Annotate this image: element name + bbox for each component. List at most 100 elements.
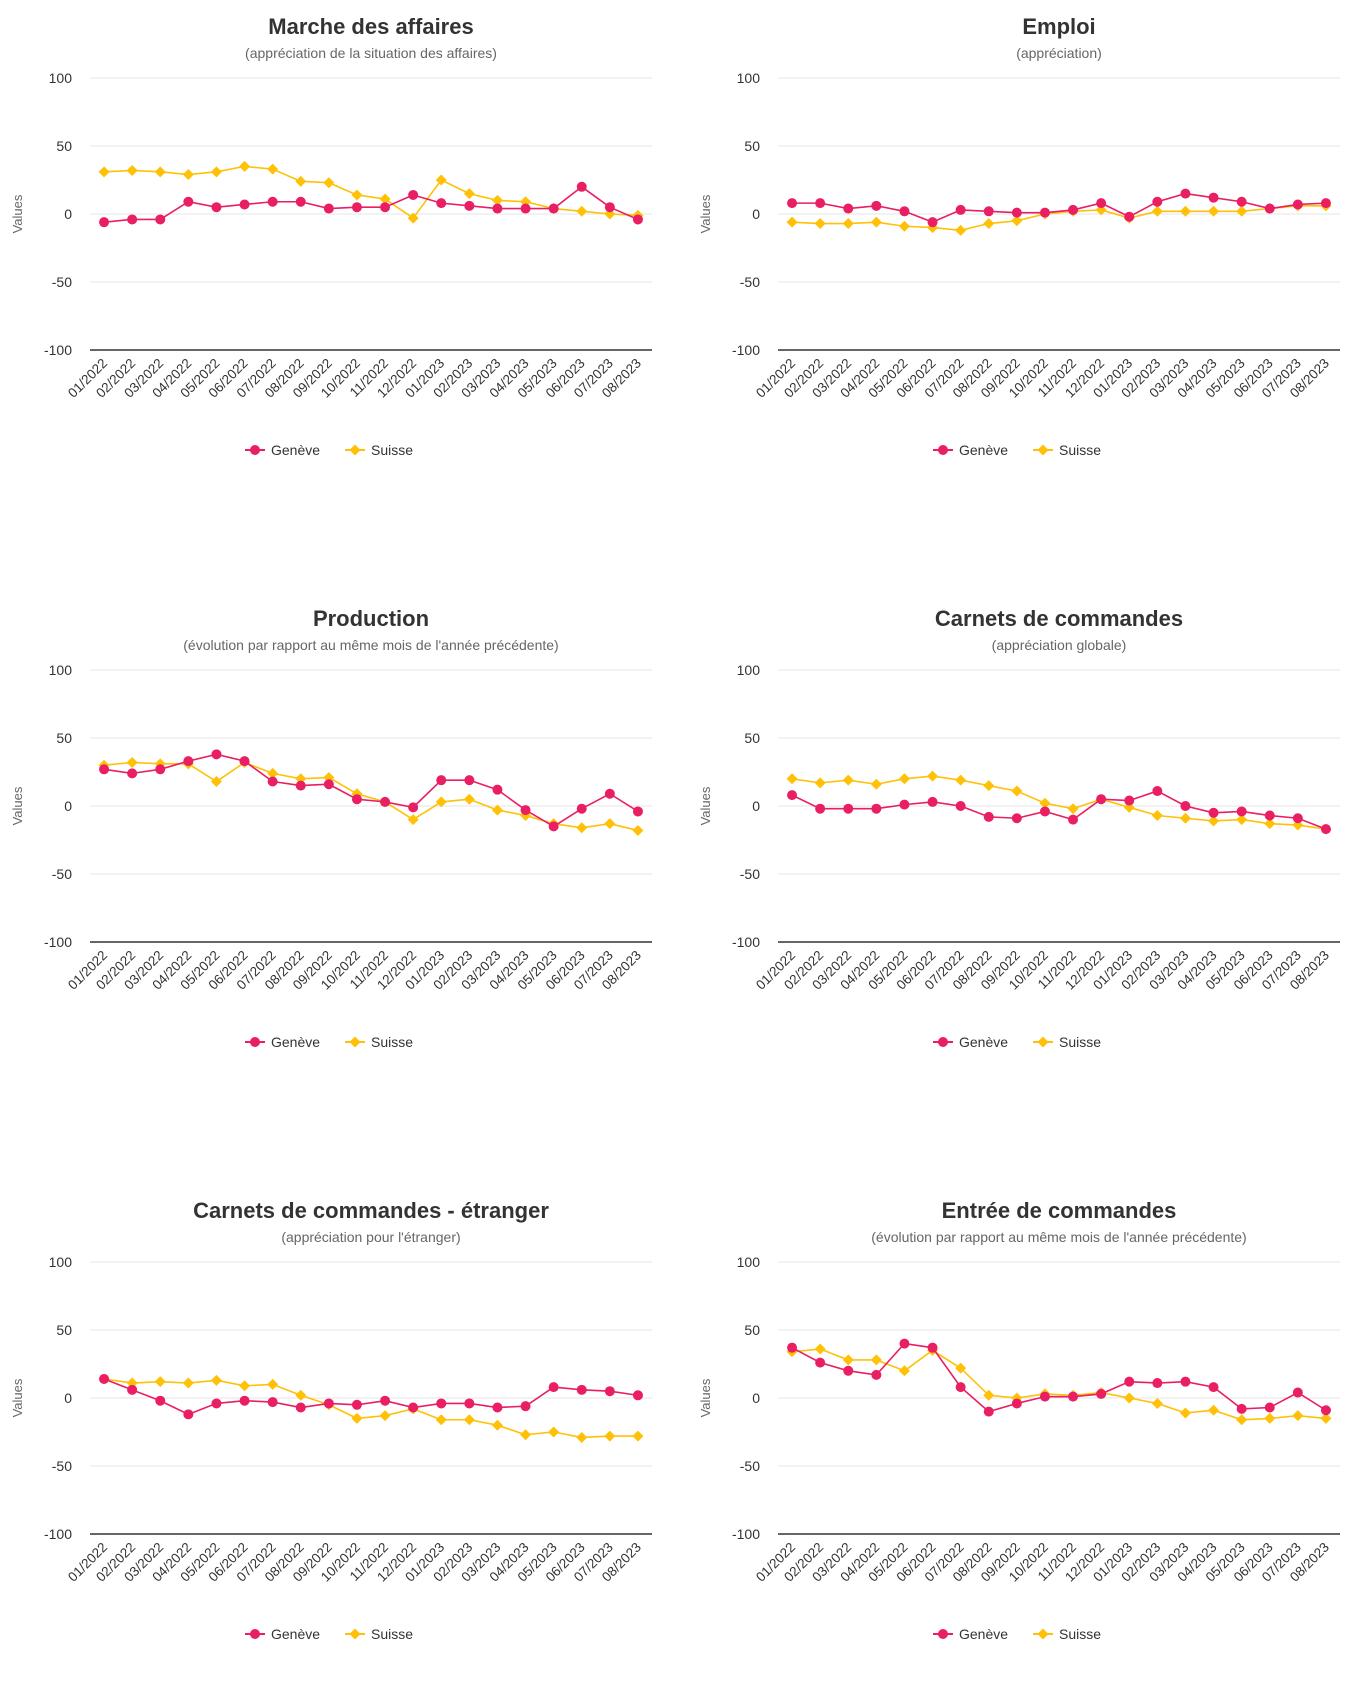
- legend-label: Genève: [271, 1626, 320, 1642]
- legend-item-geneve[interactable]: Genève: [245, 442, 320, 458]
- chart-subtitle: (appréciation globale): [992, 637, 1127, 653]
- data-point: [323, 779, 334, 790]
- data-point: [1067, 803, 1079, 815]
- data-point: [983, 206, 994, 217]
- data-point: [155, 1395, 166, 1406]
- data-point: [632, 806, 643, 817]
- chart-svg: Emploi(appréciation)100500-50-100Values0…: [698, 14, 1340, 458]
- legend-item-geneve[interactable]: Genève: [933, 1034, 1008, 1050]
- y-axis-label: Values: [10, 1378, 25, 1417]
- data-point: [955, 224, 967, 236]
- data-point: [1152, 1378, 1163, 1389]
- chart-marche-des-affaires: Marche des affaires (appréciation de la s…: [0, 0, 660, 480]
- data-point: [632, 1390, 643, 1401]
- data-point: [1096, 1388, 1107, 1399]
- data-point: [99, 1373, 110, 1384]
- data-point: [380, 796, 391, 807]
- legend-label: Genève: [959, 1626, 1008, 1642]
- data-point: [1011, 785, 1023, 797]
- chart-title: Carnets de commandes - étranger: [193, 1198, 549, 1223]
- data-point: [127, 214, 138, 225]
- chart-svg: Carnets de commandes - étranger (apprécia…: [10, 1198, 652, 1642]
- data-point: [295, 780, 306, 791]
- data-point: [183, 196, 194, 207]
- data-point: [1124, 795, 1135, 806]
- data-point: [604, 818, 616, 830]
- data-point: [899, 206, 910, 217]
- legend-item-geneve[interactable]: Genève: [933, 1626, 1008, 1642]
- data-point: [351, 189, 363, 201]
- data-point: [787, 198, 798, 209]
- data-point: [239, 160, 251, 172]
- data-point: [842, 774, 854, 786]
- chart-title: Emploi: [1022, 14, 1095, 39]
- data-point: [435, 1414, 447, 1426]
- data-point: [154, 166, 166, 178]
- legend-item-geneve[interactable]: Genève: [245, 1626, 320, 1642]
- data-point: [99, 764, 110, 775]
- data-point: [1180, 1376, 1191, 1387]
- series-line: [103, 761, 639, 832]
- data-point: [870, 216, 882, 228]
- data-point: [1179, 1407, 1191, 1419]
- data-point: [983, 218, 995, 230]
- data-point: [491, 804, 503, 816]
- legend-item-suisse[interactable]: Suisse: [345, 1626, 413, 1642]
- y-tick-label: 0: [752, 1390, 760, 1406]
- data-point: [843, 1365, 854, 1376]
- data-point: [955, 1382, 966, 1393]
- data-point: [295, 1389, 307, 1401]
- data-point: [1208, 1404, 1220, 1416]
- legend-label: Suisse: [371, 1034, 413, 1050]
- data-point: [814, 218, 826, 230]
- data-point: [267, 1378, 279, 1390]
- data-point: [1264, 1412, 1276, 1424]
- legend-label: Genève: [959, 1034, 1008, 1050]
- legend-item-geneve[interactable]: Genève: [933, 442, 1008, 458]
- data-point: [927, 217, 938, 228]
- legend-item-suisse[interactable]: Suisse: [1033, 442, 1101, 458]
- data-point: [211, 202, 222, 213]
- data-point: [1292, 819, 1304, 831]
- data-point: [955, 204, 966, 215]
- chart-title: Entrée de commandes: [942, 1198, 1177, 1223]
- legend-item-geneve[interactable]: Genève: [245, 1034, 320, 1050]
- data-point: [1068, 814, 1079, 825]
- data-point: [898, 773, 910, 785]
- y-tick-label: -100: [732, 342, 760, 358]
- data-point: [842, 218, 854, 230]
- y-tick-label: 50: [744, 138, 760, 154]
- legend-label: Genève: [271, 1034, 320, 1050]
- y-tick-label: 0: [752, 206, 760, 222]
- series-geneve: [99, 1373, 643, 1420]
- data-point: [295, 175, 307, 187]
- data-point: [98, 166, 110, 178]
- legend-item-suisse[interactable]: Suisse: [1033, 1626, 1101, 1642]
- data-point: [871, 803, 882, 814]
- chart-subtitle: (appréciation pour l'étranger): [281, 1229, 460, 1245]
- data-point: [267, 1397, 278, 1408]
- y-tick-label: 50: [56, 1322, 72, 1338]
- y-tick-label: 0: [64, 1390, 72, 1406]
- legend-item-suisse[interactable]: Suisse: [345, 442, 413, 458]
- data-point: [815, 198, 826, 209]
- data-point: [463, 793, 475, 805]
- legend-item-suisse[interactable]: Suisse: [345, 1034, 413, 1050]
- data-point: [492, 203, 503, 214]
- legend-marker: [349, 1036, 361, 1048]
- y-tick-label: -50: [740, 274, 760, 290]
- y-tick-label: -100: [732, 934, 760, 950]
- chart-svg: Carnets de commandes (appréciation global…: [698, 606, 1340, 1050]
- y-tick-label: -50: [52, 274, 72, 290]
- data-point: [1011, 1398, 1022, 1409]
- series-suisse: [786, 200, 1332, 236]
- data-point: [408, 1402, 419, 1413]
- data-point: [1039, 806, 1050, 817]
- data-point: [1011, 215, 1023, 227]
- y-tick-label: -100: [44, 342, 72, 358]
- chart-subtitle: (appréciation de la situation des affair…: [245, 45, 497, 61]
- data-point: [1124, 211, 1135, 222]
- series-line: [103, 185, 639, 223]
- legend-marker: [250, 445, 260, 455]
- legend-item-suisse[interactable]: Suisse: [1033, 1034, 1101, 1050]
